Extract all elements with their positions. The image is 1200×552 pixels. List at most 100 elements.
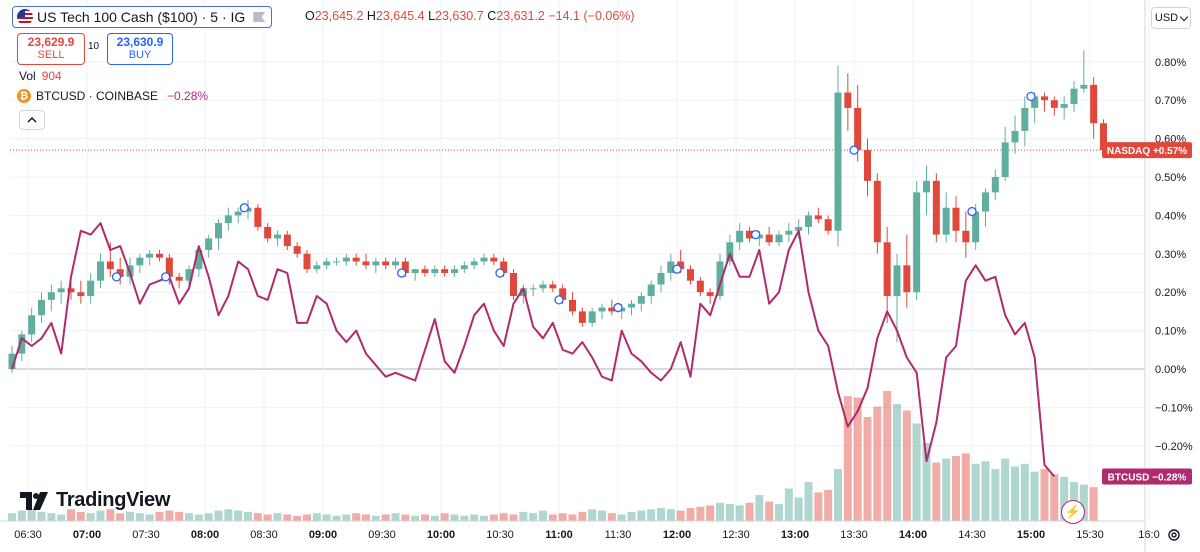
candle-body [185, 269, 193, 281]
candle-body [352, 257, 360, 262]
volume-legend[interactable]: Vol 904 [19, 69, 62, 83]
chevron-up-icon [27, 117, 37, 123]
volume-bar [253, 513, 262, 521]
candle-body [254, 207, 262, 227]
candle-body [234, 211, 242, 216]
candle-body [274, 234, 281, 239]
volume-bar [1060, 476, 1069, 521]
event-marker [967, 206, 977, 217]
volume-bar [273, 513, 282, 521]
candle-body [411, 269, 419, 273]
candle-body [47, 292, 55, 300]
volume-bar [17, 510, 26, 521]
volume-bar [244, 511, 252, 521]
candle-body [657, 273, 665, 285]
volume-bar [735, 505, 744, 521]
candle-body [864, 150, 871, 181]
candle-body [667, 261, 675, 273]
volume-bar [480, 515, 488, 521]
candle-body [903, 265, 911, 293]
candle-body [785, 230, 793, 235]
buy-button[interactable]: 23,630.9 BUY [107, 33, 173, 65]
chart-grid [10, 0, 1150, 521]
volume-bar [204, 513, 213, 521]
candle-body [1080, 84, 1088, 89]
volume-bar [617, 514, 626, 521]
candle-body [1011, 130, 1019, 143]
compare-legend[interactable]: ₿ BTCUSD · COINBASE −0.28% [17, 89, 208, 103]
event-marker-ring [1026, 91, 1036, 102]
volume-bar [106, 509, 115, 521]
buy-price: 23,630.9 [116, 35, 164, 49]
event-marker [161, 272, 171, 282]
volume-bar [401, 514, 410, 521]
volume-bar [499, 513, 508, 521]
volume-bar [932, 462, 941, 521]
candle-body [588, 311, 596, 323]
volume-bar [1040, 469, 1049, 521]
candle-body [116, 269, 124, 277]
candle-body [608, 307, 616, 312]
candle-body [57, 288, 65, 293]
volume-bar [214, 510, 223, 521]
candle-body [175, 276, 183, 281]
chevron-down-icon [1179, 12, 1189, 21]
volume-bar [1020, 463, 1029, 521]
volume-bar [116, 513, 125, 521]
volume-bar [76, 511, 85, 521]
candle-body [1031, 96, 1039, 108]
volume-bar [322, 514, 331, 521]
candle-body [67, 288, 75, 293]
volume-bar [303, 514, 311, 521]
candle-body [283, 234, 291, 247]
candle-body [382, 261, 390, 266]
volume-bar [263, 514, 272, 521]
candle-body [303, 253, 311, 270]
candle-body [578, 311, 586, 323]
lightning-icon[interactable]: ⚡ [1061, 500, 1085, 524]
candle-body [893, 265, 901, 297]
candle-body [932, 180, 940, 235]
x-tick-label: 07:30 [132, 529, 160, 541]
y-tick-label: 0.80% [1155, 57, 1186, 69]
candle-body [500, 261, 508, 273]
candle-body [451, 269, 458, 273]
bitcoin-icon: ₿ [17, 89, 31, 103]
flag-icon[interactable] [253, 12, 266, 22]
candle-body [628, 303, 635, 308]
x-tick-label: 09:30 [368, 529, 396, 541]
sell-button[interactable]: 23,629.9 SELL [17, 33, 85, 65]
tradingview-logo[interactable]: TradingView [20, 489, 170, 512]
x-tick-label: 12:00 [663, 529, 691, 541]
candle-body [1070, 88, 1078, 105]
candle-body [559, 288, 567, 300]
volume-bar [37, 511, 46, 521]
volume-bar [814, 492, 823, 521]
candle-body [38, 299, 45, 316]
collapse-legend-button[interactable] [19, 110, 45, 130]
volume-bar [371, 515, 380, 521]
currency-selector[interactable]: USD [1151, 7, 1191, 29]
event-marker [672, 264, 682, 274]
tradingview-logo-icon [20, 491, 48, 510]
price-badge-label: BTCUSD −0.28% [1108, 473, 1187, 484]
candle-body [205, 238, 213, 250]
x-tick-label: 07:00 [73, 529, 101, 541]
volume-bar [952, 456, 960, 521]
candle-body [539, 284, 547, 289]
settings-button[interactable] [1164, 525, 1184, 545]
volume-bar [843, 396, 852, 521]
volume-bar [57, 514, 66, 521]
candle-body [1001, 142, 1009, 177]
y-tick-label: 0.50% [1155, 172, 1186, 184]
volume-bar [126, 511, 134, 521]
symbol-selector[interactable]: US Tech 100 Cash ($100) · 5 · IG [12, 6, 273, 28]
candle-body [480, 257, 488, 262]
candle-body [1021, 107, 1029, 131]
event-marker-ring [554, 295, 564, 305]
event-markers[interactable] [111, 91, 1036, 313]
x-tick-label: 15:30 [1076, 529, 1104, 541]
volume-bar [883, 391, 892, 521]
volume-bar [824, 489, 833, 521]
